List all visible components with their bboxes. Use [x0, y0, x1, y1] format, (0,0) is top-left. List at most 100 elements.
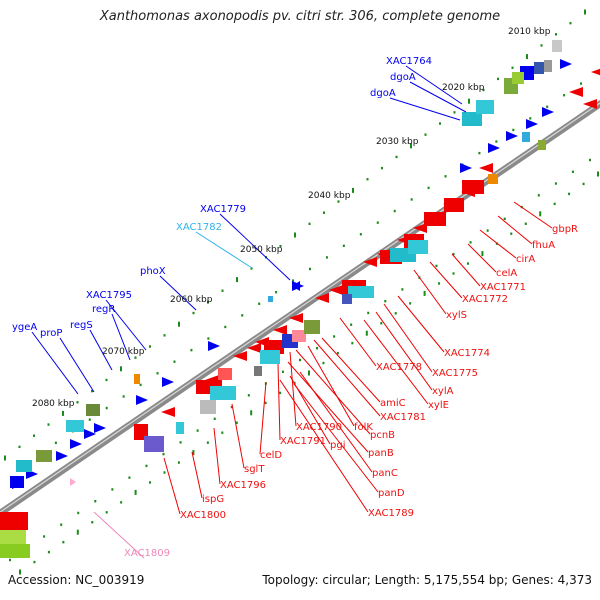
guide-dot — [207, 300, 209, 304]
leader-line — [219, 213, 291, 281]
guide-dot — [213, 417, 216, 421]
guide-dot — [503, 217, 506, 221]
guide-dot — [350, 323, 353, 326]
gene-label-reverse: XAC1774 — [444, 348, 490, 359]
feature-block — [462, 112, 482, 126]
guide-dot — [105, 406, 108, 410]
guide-dot — [512, 128, 515, 132]
gene-label-reverse: gbpR — [552, 224, 578, 235]
guide-dot — [207, 337, 210, 340]
guide-dot — [134, 356, 137, 359]
label-lines — [31, 65, 553, 559]
gene-label-reverse: ispG — [202, 494, 224, 505]
gene-label-forward: XAC1809 — [124, 548, 170, 559]
guide-dot — [554, 182, 557, 185]
guide-dot — [179, 441, 182, 444]
leader-line — [277, 363, 281, 441]
guide-dot — [537, 194, 540, 197]
guide-dot — [162, 452, 165, 456]
forward-gene-arrow — [460, 163, 472, 173]
guide-dot — [333, 335, 336, 338]
gene-label-reverse: XAC1781 — [380, 412, 426, 423]
leader-line — [59, 337, 95, 393]
reverse-gene-arrow — [315, 293, 329, 303]
gene-label-reverse: folK — [354, 422, 373, 433]
guide-dot — [323, 211, 325, 214]
kbp-ticks: 2010 kbp 2020 kbp 2030 kbp 2040 kbp 2050 kbp… — [32, 27, 551, 409]
leader-line — [413, 269, 447, 315]
guide-dot — [192, 450, 195, 456]
svg-text:2020 kbp: 2020 kbp — [442, 83, 485, 93]
guide-dot — [76, 401, 79, 404]
leader-line — [299, 371, 373, 473]
guide-dot — [47, 423, 50, 426]
gene-label-reverse: XAC1771 — [480, 282, 526, 293]
gene-label-reverse: XAC1790 — [296, 422, 342, 433]
guide-dot — [546, 105, 549, 108]
gene-label-reverse: celD — [260, 450, 282, 461]
guide-dot — [589, 158, 591, 162]
guide-dot — [190, 348, 193, 352]
kbp-tick: 2070 kbp — [102, 347, 145, 357]
gene-label-forward: dgoA — [370, 88, 396, 99]
guide-dot — [495, 140, 498, 143]
feature-block — [134, 374, 140, 384]
reverse-gene-arrow — [247, 343, 261, 353]
feature-block — [444, 198, 464, 212]
guide-dot — [584, 9, 586, 15]
guide-dot — [206, 441, 209, 444]
guide-dot — [105, 511, 108, 514]
leader-line — [339, 317, 377, 367]
reverse-gene-arrow — [233, 351, 247, 361]
guide-dot — [526, 54, 528, 60]
gene-label-forward: regS — [70, 320, 93, 331]
leader-line — [231, 403, 245, 469]
reverse-gene-arrow — [591, 68, 600, 76]
guide-dot — [120, 501, 123, 504]
guide-dot — [105, 378, 108, 382]
svg-text:2010 kbp: 2010 kbp — [508, 27, 551, 37]
guide-dot — [452, 272, 455, 275]
gene-label-reverse: xylS — [446, 310, 467, 321]
kbp-tick: 2050 kbp — [240, 245, 283, 255]
guide-dot — [149, 481, 152, 484]
guide-dot — [381, 166, 383, 170]
kbp-tick: 2080 kbp — [32, 399, 75, 409]
guide-dot — [365, 330, 368, 336]
guide-dot — [435, 264, 438, 268]
guide-dot — [510, 232, 513, 235]
leader-line — [451, 253, 481, 287]
feature-block — [144, 436, 164, 452]
guide-dot — [19, 569, 21, 575]
guide-dot — [366, 178, 369, 181]
guide-dot — [91, 521, 94, 524]
leader-line — [513, 201, 553, 229]
leader-line — [389, 97, 461, 121]
feature-block — [342, 294, 352, 304]
leader-line — [191, 451, 203, 499]
feature-block — [488, 174, 498, 184]
guide-dot — [178, 321, 180, 327]
guide-dot — [163, 334, 166, 337]
guide-dot — [452, 252, 455, 256]
forward-gene-arrow — [70, 439, 82, 449]
feature-block — [218, 368, 232, 380]
guide-dot — [468, 98, 470, 104]
gene-label-reverse: pgi — [330, 440, 345, 451]
guide-dot — [122, 395, 125, 398]
forward-gene-arrow — [560, 59, 572, 69]
guide-dot — [149, 345, 151, 348]
guide-dot — [91, 389, 93, 393]
forward-gene-arrow — [84, 429, 96, 439]
guide-dot — [33, 434, 35, 437]
guide-dot — [250, 267, 253, 270]
guide-dot — [580, 82, 583, 85]
guide-dot — [410, 198, 413, 201]
leader-line — [467, 243, 497, 273]
reverse-gene-arrow — [569, 87, 583, 97]
feature-block — [408, 240, 428, 254]
leader-line — [163, 457, 181, 515]
leader-line — [383, 303, 433, 373]
gene-labels: XAC1764 dgoA dgoA XAC1779 XAC1782 phoX XAC1795… — [12, 56, 578, 559]
